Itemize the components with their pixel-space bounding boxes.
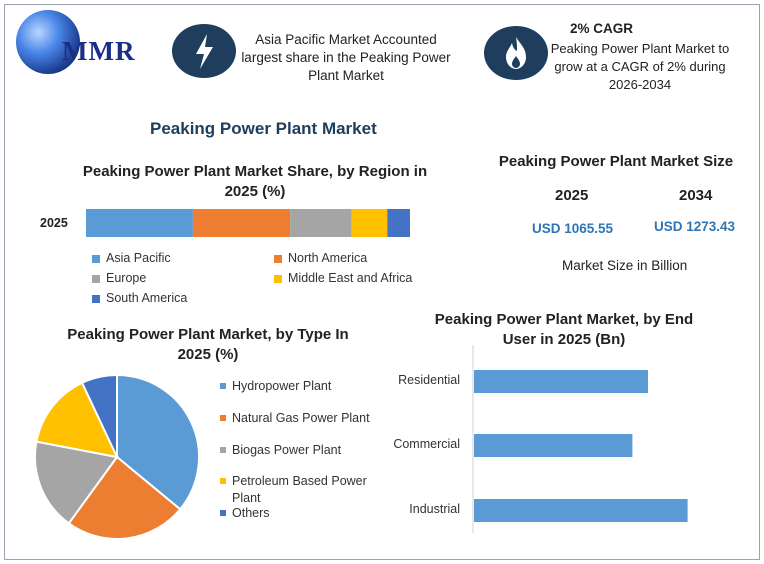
pie-slice-natural-gas-power-plant: [67, 455, 182, 540]
enduser-bar-residential: [474, 370, 648, 393]
type-legend-natural-gas-power-plant: Natural Gas Power Plant: [220, 410, 385, 427]
market-size-title: Peaking Power Plant Market Size: [498, 153, 734, 170]
legend-swatch: [220, 415, 226, 421]
value-2034: USD 1273.43: [654, 219, 736, 234]
enduser-bar-commercial: [474, 434, 633, 457]
region-stacked-bar: [86, 209, 410, 237]
type-legend-hydropower-plant: Hydropower Plant: [220, 378, 385, 395]
region-segment-asia-pacific: [86, 209, 193, 237]
enduser-bar-chart: [472, 345, 688, 533]
type-legend-others: Others: [220, 505, 385, 522]
enduser-label-residential: Residential: [398, 373, 460, 387]
legend-swatch: [92, 275, 100, 283]
legend-label: Natural Gas Power Plant: [232, 411, 370, 425]
lightning-badge: [172, 24, 236, 78]
pie-slice-hydropower-plant: [116, 373, 200, 511]
logo-text: MMR: [62, 36, 136, 66]
legend-label: Europe: [106, 271, 147, 285]
cagr-note: Peaking Power Plant Market to grow at a …: [550, 41, 730, 92]
enduser-bar-industrial: [474, 499, 688, 522]
enduser-label-industrial: Industrial: [409, 502, 460, 516]
legend-label: North America: [288, 251, 368, 265]
legend-label: Asia Pacific: [106, 251, 171, 265]
enduser-chart-title: Peaking Power Plant Market, by End User …: [434, 311, 694, 348]
legend-label: Biogas Power Plant: [232, 443, 342, 457]
legend-swatch: [92, 295, 100, 303]
page-title: Peaking Power Plant Market: [150, 119, 377, 138]
legend-label: Hydropower Plant: [232, 379, 332, 393]
region-note: Asia Pacific Market Accounted largest sh…: [241, 32, 451, 83]
pie-slice-biogas-power-plant: [34, 440, 119, 525]
region-segment-south-america: [387, 209, 410, 237]
year-2034-label: 2034: [679, 187, 713, 204]
region-segment-north-america: [192, 209, 291, 237]
legend-swatch: [220, 478, 226, 484]
flame-badge: [484, 26, 548, 80]
cagr-title: 2% CAGR: [570, 21, 634, 36]
value-2025: USD 1065.55: [532, 221, 614, 236]
enduser-label-commercial: Commercial: [393, 437, 460, 451]
legend-swatch: [220, 510, 226, 516]
legend-label: South America: [106, 291, 188, 305]
type-chart-title: Peaking Power Plant Market, by Type In 2…: [67, 326, 349, 363]
lightning-icon: [196, 34, 213, 69]
region-category-label: 2025: [40, 216, 68, 230]
legend-swatch: [220, 447, 226, 453]
globe-logo-icon: [16, 10, 80, 74]
type-pie-chart: [34, 373, 200, 540]
region-segment-middle-east-and-africa: [351, 209, 388, 237]
legend-swatch: [274, 255, 282, 263]
year-2025-label: 2025: [555, 187, 589, 204]
pie-slice-petroleum-based-power-plant: [35, 381, 119, 459]
legend-label: Petroleum Based Power Plant: [232, 474, 367, 505]
market-size-unit-note: Market Size in Billion: [562, 258, 688, 273]
legend-swatch: [274, 275, 282, 283]
type-legend-petroleum-based-power-plant: Petroleum Based Power Plant: [220, 473, 385, 507]
region-legend-north-america: North America: [274, 251, 367, 265]
flame-icon: [506, 37, 526, 69]
type-legend-biogas-power-plant: Biogas Power Plant: [220, 442, 385, 459]
region-legend-south-america: South America: [92, 291, 187, 305]
region-chart-title: Peaking Power Plant Market Share, by Reg…: [82, 163, 428, 200]
legend-swatch: [220, 383, 226, 389]
legend-label: Others: [232, 506, 270, 520]
region-legend-europe: Europe: [92, 271, 146, 285]
region-segment-europe: [290, 209, 352, 237]
pie-slice-others: [80, 373, 118, 458]
legend-swatch: [92, 255, 100, 263]
region-legend-middle-east-and-africa: Middle East and Africa: [274, 271, 412, 285]
region-legend-asia-pacific: Asia Pacific: [92, 251, 171, 265]
legend-label: Middle East and Africa: [288, 271, 413, 285]
